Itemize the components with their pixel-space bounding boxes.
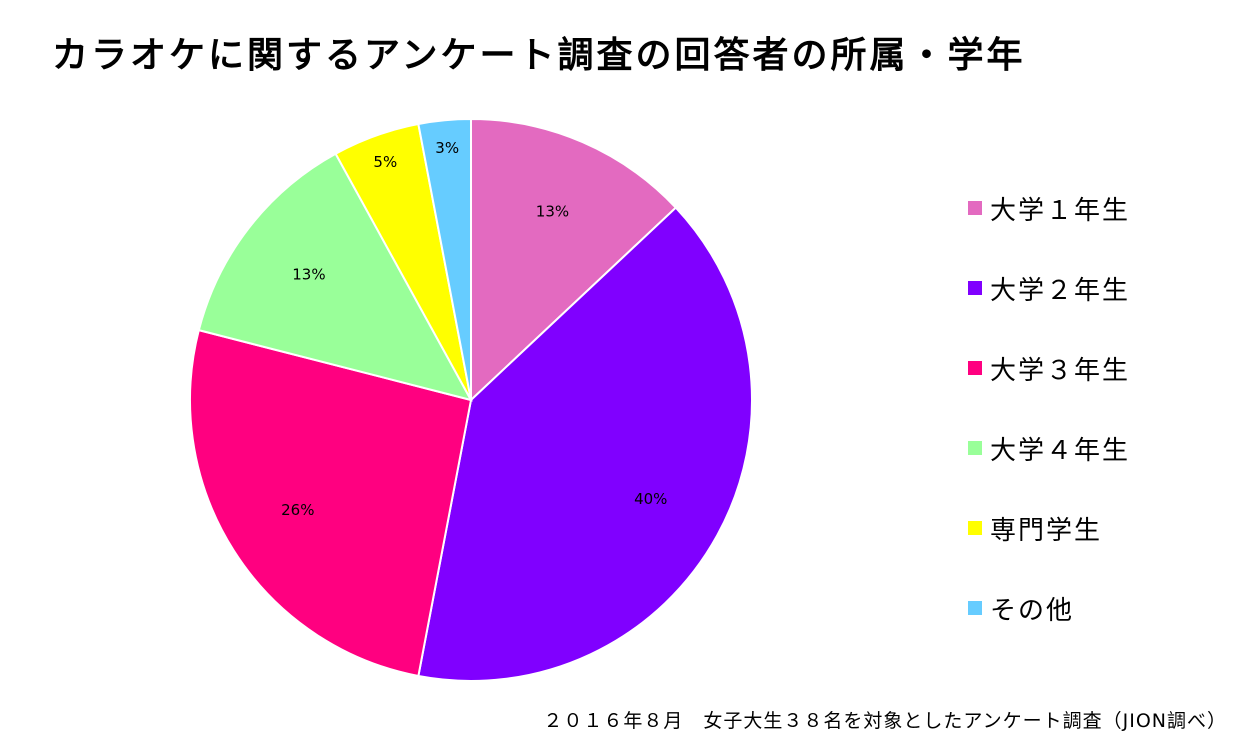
legend-label: 大学４年生 <box>990 435 1131 466</box>
legend-swatch <box>968 601 982 615</box>
pie-slice-4 <box>197 152 473 402</box>
pie-slice-3 <box>189 328 473 678</box>
legend-swatch <box>968 441 982 455</box>
data-label-2: 40% <box>634 490 667 508</box>
chart-legend: 大学１年生大学２年生大学３年生大学４年生専門学生その他 <box>968 188 1130 668</box>
data-label-3: 26% <box>281 501 314 519</box>
pie-slice-1 <box>470 117 678 403</box>
data-label-1: 13% <box>536 203 569 221</box>
legend-item-4: 大学４年生 <box>968 428 1130 468</box>
legend-item-1: 大学１年生 <box>968 188 1130 228</box>
legend-item-3: 大学３年生 <box>968 348 1130 388</box>
pie-slice-6 <box>417 117 472 401</box>
pie-data-labels: 13% 40% 26% 13% 5% 3% <box>281 139 667 519</box>
legend-label: 大学２年生 <box>990 275 1131 306</box>
data-label-4: 13% <box>292 265 325 283</box>
legend-label: 大学１年生 <box>990 195 1131 226</box>
legend-swatch <box>968 361 982 375</box>
chart-title: カラオケに関するアンケート調査の回答者の所属・学年 <box>52 35 1026 76</box>
legend-item-6: その他 <box>968 588 1130 628</box>
chart-footnote: ２０１６年８月 女子大生３８名を対象としたアンケート調査（JION調べ） <box>543 710 1227 732</box>
legend-swatch <box>968 521 982 535</box>
data-label-5: 5% <box>373 153 397 171</box>
legend-item-5: 専門学生 <box>968 508 1130 548</box>
legend-label: 専門学生 <box>990 515 1103 546</box>
legend-swatch <box>968 281 982 295</box>
pie-slice-2 <box>417 206 753 682</box>
data-label-6: 3% <box>435 139 459 157</box>
legend-label: その他 <box>990 595 1075 626</box>
pie-slices <box>189 117 753 682</box>
legend-item-2: 大学２年生 <box>968 268 1130 308</box>
legend-swatch <box>968 201 982 215</box>
legend-label: 大学３年生 <box>990 355 1131 386</box>
